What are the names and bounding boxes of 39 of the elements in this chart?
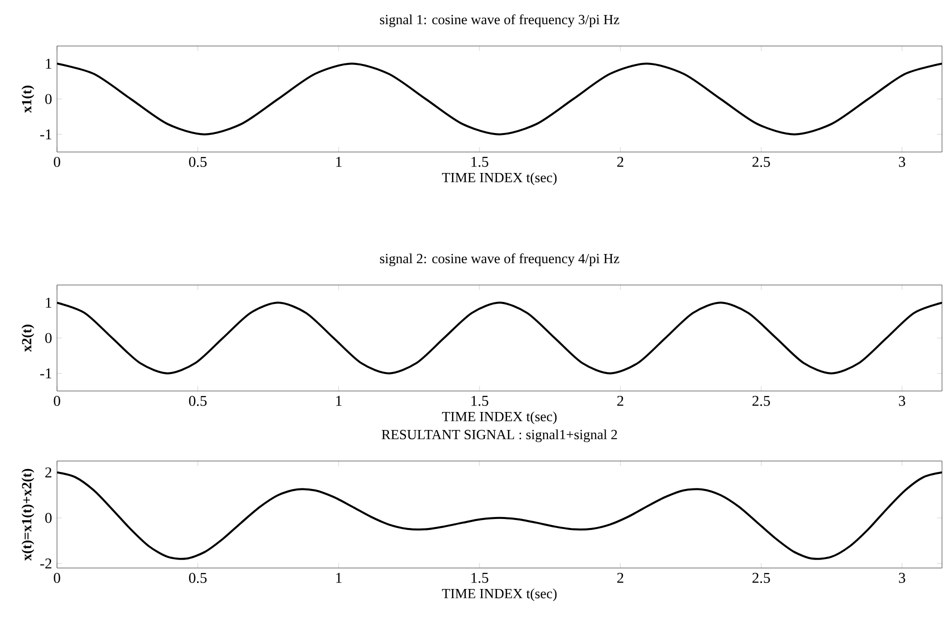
x-axis-title: TIME INDEX t(sec) [442, 588, 557, 602]
x-tick-label: 0 [54, 572, 60, 583]
x-tick-label: 0.5 [189, 396, 207, 406]
x-tick-label: 1 [336, 572, 342, 583]
x-tick-label: 0 [54, 156, 60, 167]
x-tick-label: 1 [336, 156, 342, 167]
y-tick-label: 1 [46, 298, 52, 308]
x-tick-label: 0 [54, 396, 60, 406]
y-tick-label: -1 [40, 129, 52, 140]
x-tick-label: 2.5 [752, 156, 770, 167]
x-axis-title: TIME INDEX t(sec) [442, 172, 557, 186]
x-tick-label: 2 [617, 396, 624, 406]
x-tick-label: 2 [617, 156, 624, 167]
y-tick-label: 1 [46, 58, 52, 69]
x-tick-label: 0.5 [189, 156, 207, 167]
x-tick-label: 3 [898, 572, 906, 583]
x-tick-label: 3 [898, 396, 906, 406]
x-tick-label: 2 [617, 572, 624, 583]
x-tick-label: 1.5 [471, 572, 488, 583]
x-tick-label: 3 [898, 156, 906, 167]
y-tick-label: 2 [45, 467, 52, 478]
x-axis-title: TIME INDEX t(sec) [442, 411, 557, 424]
chart-title: signal 1: cosine wave of frequency 3/pi Hz [380, 14, 620, 28]
chart-title: RESULTANT SIGNAL : signal1+signal 2 [382, 429, 617, 442]
y-axis-title: x(t)=x1(t)+x2(t) [22, 468, 34, 561]
x-tick-label: 0.5 [189, 572, 207, 584]
y-axis-title: x1(t) [22, 86, 34, 113]
y-tick-label: -2 [40, 558, 52, 568]
x-tick-label: 2.5 [752, 572, 770, 583]
x-tick-label: 1.5 [471, 156, 488, 167]
y-tick-label: 0 [45, 332, 52, 344]
x-tick-label: 1.5 [471, 396, 488, 406]
y-tick-label: -1 [40, 368, 52, 378]
y-axis-title: x2(t) [22, 324, 34, 352]
chart-title: signal 2: cosine wave of frequency 4/pi Hz [380, 253, 620, 266]
y-tick-label: 0 [45, 94, 52, 104]
y-tick-label: 0 [45, 512, 52, 523]
x-tick-label: 1 [336, 396, 342, 406]
x-tick-label: 2.5 [752, 396, 770, 406]
